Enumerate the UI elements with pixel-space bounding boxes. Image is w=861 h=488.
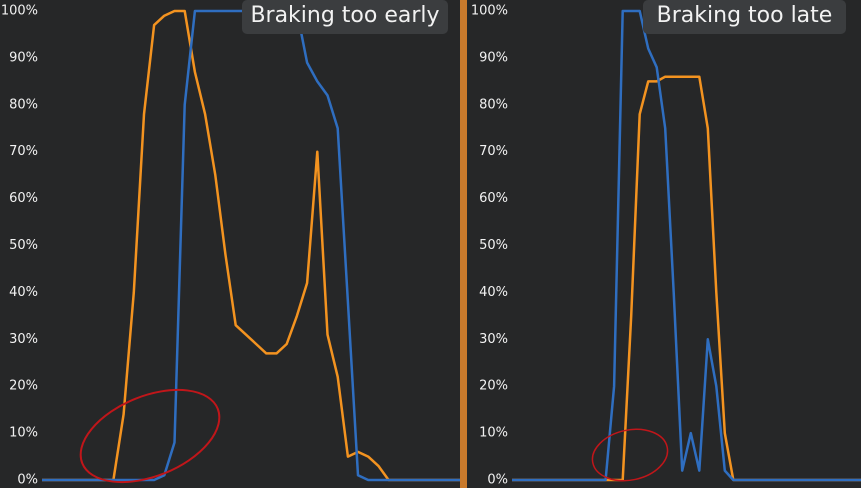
y-tick-label: 20% [479, 379, 508, 394]
annotation-box [643, 0, 846, 34]
y-tick-label: 0% [487, 473, 508, 488]
highlight-circle [591, 428, 669, 482]
y-tick-label: 20% [9, 379, 38, 394]
highlight-circle [79, 388, 221, 484]
y-tick-label: 80% [479, 97, 508, 112]
y-tick-label: 0% [17, 473, 38, 488]
annotation: Braking too early [250, 3, 439, 28]
series-line [512, 9, 861, 482]
divider [460, 0, 467, 488]
y-tick-label: 80% [9, 97, 38, 112]
y-tick-label: 60% [9, 191, 38, 206]
y-tick-label: 10% [9, 426, 38, 441]
y-tick-label: 90% [479, 50, 508, 65]
y-tick-label: 40% [9, 285, 38, 300]
y-tick-label: 50% [9, 238, 38, 253]
y-tick-label: 100% [471, 4, 508, 19]
y-tick-label: 60% [479, 191, 508, 206]
y-tick-label: 30% [9, 332, 38, 347]
y-tick-label: 10% [479, 426, 508, 441]
y-tick-label: 40% [479, 285, 508, 300]
annotation-box [242, 0, 448, 34]
y-tick-label: 70% [479, 144, 508, 159]
y-tick-label: 100% [1, 4, 38, 19]
y-tick-label: 30% [479, 332, 508, 347]
y-tick-label: 90% [9, 50, 38, 65]
y-tick-label: 50% [479, 238, 508, 253]
y-tick-label: 70% [9, 144, 38, 159]
annotation: Braking too late [657, 3, 833, 28]
